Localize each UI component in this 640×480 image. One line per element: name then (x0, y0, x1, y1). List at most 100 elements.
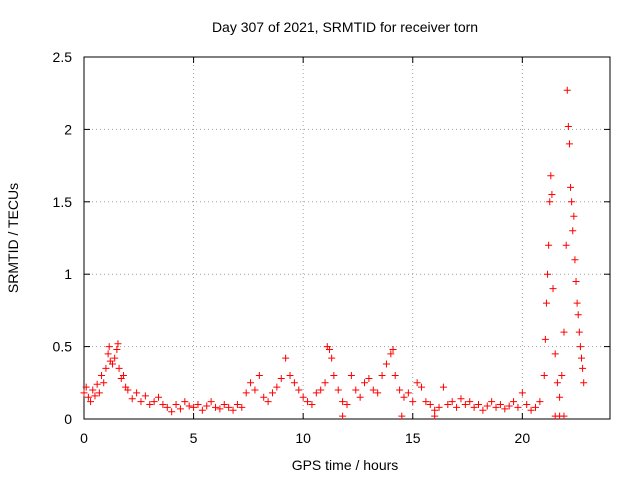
data-point (190, 403, 198, 411)
data-point (95, 389, 103, 397)
data-point (556, 393, 564, 401)
data-point (282, 354, 290, 362)
data-point (264, 398, 272, 406)
data-point (181, 398, 189, 406)
y-tick-label: 1.5 (53, 194, 73, 210)
data-point (159, 401, 167, 409)
data-point (422, 398, 430, 406)
data-point (328, 354, 336, 362)
data-point (325, 345, 333, 353)
x-tick-label: 0 (80, 430, 88, 446)
data-point (413, 379, 421, 387)
data-point (545, 241, 553, 249)
data-point (574, 311, 582, 319)
data-point (268, 389, 276, 397)
data-point (141, 392, 149, 400)
data-point (98, 372, 106, 380)
data-point (560, 328, 568, 336)
data-point (564, 123, 572, 131)
data-point (571, 256, 579, 264)
data-point (84, 393, 92, 401)
data-point (573, 299, 581, 307)
data-point (304, 398, 312, 406)
data-point (378, 372, 386, 380)
data-point (540, 372, 548, 380)
x-tick-label: 15 (405, 430, 421, 446)
data-point (518, 389, 526, 397)
x-tick-label: 10 (295, 430, 311, 446)
data-point (488, 398, 496, 406)
y-tick-label: 0 (64, 411, 72, 427)
data-point (567, 183, 575, 191)
data-point (558, 372, 566, 380)
y-tick-label: 2.5 (53, 49, 73, 65)
data-point (400, 393, 408, 401)
data-point (212, 403, 219, 411)
data-point (137, 398, 145, 406)
data-point (93, 380, 101, 388)
data-point (470, 403, 478, 411)
data-point (321, 379, 329, 387)
data-point (220, 401, 228, 409)
data-point (114, 340, 122, 348)
data-point (435, 403, 443, 411)
data-point (194, 401, 202, 409)
data-point (176, 405, 184, 413)
data-point (576, 343, 584, 351)
data-point (547, 172, 555, 180)
data-point (431, 412, 439, 420)
data-point (466, 398, 474, 406)
data-point (536, 398, 544, 406)
y-axis-label: SRMTID / TECUs (5, 183, 21, 293)
data-point (568, 198, 576, 206)
data-point (580, 379, 588, 387)
data-point (104, 350, 112, 358)
data-point (286, 372, 294, 380)
data-point (115, 364, 123, 372)
data-point (146, 401, 154, 409)
x-tick-label: 5 (190, 430, 198, 446)
y-tick-label: 1 (64, 266, 72, 282)
data-point (119, 372, 127, 380)
data-point (523, 401, 531, 409)
axis-ticks: 0 5 10 15 20 0 0.5 1 1.5 2 2.5 (53, 49, 610, 446)
data-point (510, 398, 518, 406)
data-point (113, 345, 121, 353)
data-point (361, 379, 369, 387)
data-point (330, 372, 338, 380)
data-point (418, 383, 426, 391)
data-point (546, 198, 554, 206)
data-point (339, 398, 347, 406)
data-point (365, 374, 373, 382)
data-point (242, 389, 250, 397)
data-point (247, 379, 255, 387)
data-point (82, 383, 90, 391)
data-point (553, 379, 561, 387)
data-point (492, 403, 500, 411)
data-point (505, 402, 513, 410)
data-point (475, 401, 482, 409)
x-tick-label: 20 (515, 430, 531, 446)
data-point (527, 406, 535, 414)
grid-lines (84, 57, 610, 419)
data-point (128, 395, 136, 403)
data-point (369, 386, 377, 394)
data-point (453, 403, 461, 411)
data-point (124, 386, 132, 394)
data-point (501, 405, 509, 413)
data-point (185, 402, 193, 410)
data-point (396, 386, 404, 394)
data-point (541, 335, 549, 343)
data-point (225, 403, 233, 411)
data-point (290, 379, 298, 387)
data-point (216, 405, 224, 413)
data-point (572, 277, 580, 285)
data-point (461, 401, 469, 409)
data-point (570, 212, 578, 220)
data-point (549, 285, 557, 293)
data-point (389, 345, 397, 353)
data-point (448, 398, 456, 406)
data-point (255, 372, 263, 380)
data-point (457, 395, 465, 403)
data-point (562, 241, 570, 249)
